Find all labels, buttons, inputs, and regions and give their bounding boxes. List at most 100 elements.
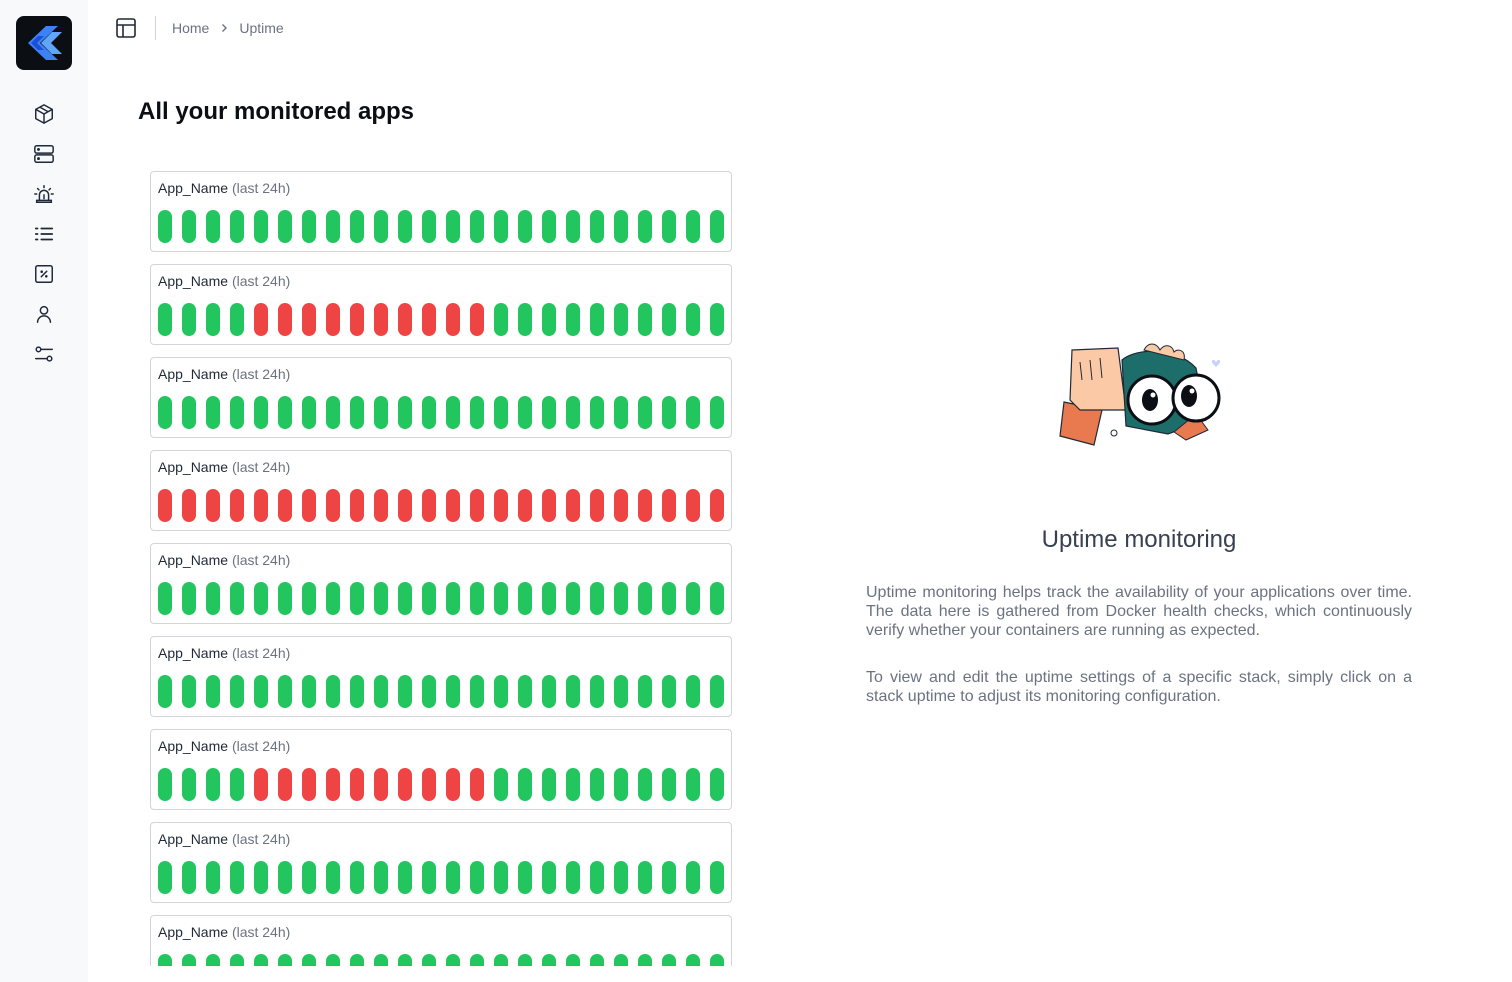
uptime-bar-up [158, 768, 172, 801]
app-uptime-card[interactable]: App_Name (last 24h) [150, 357, 732, 438]
settings-sliders-icon [35, 346, 53, 362]
uptime-bar-up [590, 675, 604, 708]
uptime-bar-up [158, 582, 172, 615]
app-uptime-card[interactable]: App_Name (last 24h) [150, 264, 732, 345]
uptime-bar-up [566, 396, 580, 429]
uptime-bar-down [254, 489, 268, 522]
uptime-bar-up [350, 675, 364, 708]
uptime-bars [158, 489, 724, 522]
uptime-bars [158, 303, 724, 336]
server-icon [34, 145, 54, 163]
uptime-bar-up [542, 303, 556, 336]
uptime-bar-up [206, 861, 220, 894]
sidebar-item-uptime[interactable] [30, 220, 58, 248]
app-uptime-card[interactable]: App_Name (last 24h) [150, 543, 732, 624]
sidebar-item-users[interactable] [30, 300, 58, 328]
sidebar-item-alerts[interactable] [30, 180, 58, 208]
app-uptime-label: App_Name (last 24h) [158, 459, 290, 475]
uptime-bar-up [614, 582, 628, 615]
uptime-bar-up [350, 861, 364, 894]
uptime-bar-up [566, 675, 580, 708]
uptime-bar-up [566, 954, 580, 966]
app-uptime-card[interactable]: App_Name (last 24h) [150, 915, 732, 966]
uptime-bar-up [158, 861, 172, 894]
uptime-bars [158, 582, 724, 615]
uptime-bar-up [662, 396, 676, 429]
uptime-bar-up [302, 396, 316, 429]
uptime-bar-up [158, 396, 172, 429]
uptime-bar-up [686, 210, 700, 243]
uptime-bar-up [422, 396, 436, 429]
uptime-bar-down [470, 303, 484, 336]
uptime-bar-up [590, 861, 604, 894]
uptime-bar-up [590, 396, 604, 429]
uptime-bar-up [710, 396, 724, 429]
app-period: (last 24h) [231, 459, 291, 475]
uptime-bar-up [182, 675, 196, 708]
uptime-bar-up [278, 675, 292, 708]
uptime-bar-up [422, 582, 436, 615]
uptime-bar-down [374, 489, 388, 522]
uptime-bar-up [662, 954, 676, 966]
uptime-bar-up [326, 675, 340, 708]
uptime-bar-up [638, 396, 652, 429]
app-period: (last 24h) [231, 552, 291, 568]
uptime-bar-up [326, 954, 340, 966]
uptime-bar-down [638, 489, 652, 522]
app-uptime-card[interactable]: App_Name (last 24h) [150, 450, 732, 531]
app-uptime-label: App_Name (last 24h) [158, 273, 290, 289]
app-logo[interactable] [16, 16, 72, 70]
uptime-bar-up [374, 675, 388, 708]
app-uptime-card[interactable]: App_Name (last 24h) [150, 729, 732, 810]
uptime-bar-up [542, 582, 556, 615]
app-name: App_Name [158, 738, 229, 754]
uptime-bar-down [230, 489, 244, 522]
uptime-bar-up [566, 210, 580, 243]
uptime-bar-up [494, 396, 508, 429]
app-uptime-card[interactable]: App_Name (last 24h) [150, 822, 732, 903]
uptime-bar-up [278, 210, 292, 243]
app-period: (last 24h) [231, 180, 291, 196]
uptime-bar-up [182, 954, 196, 966]
uptime-bar-down [470, 489, 484, 522]
breadcrumb-current: Uptime [239, 20, 284, 36]
app-uptime-label: App_Name (last 24h) [158, 738, 290, 754]
uptime-bar-up [614, 675, 628, 708]
uptime-bar-up [614, 861, 628, 894]
breadcrumb-home[interactable]: Home [172, 20, 210, 36]
uptime-bar-up [446, 861, 460, 894]
uptime-bar-up [302, 582, 316, 615]
sidebar-item-settings[interactable] [30, 340, 58, 368]
uptime-bar-up [206, 582, 220, 615]
uptime-bar-up [230, 954, 244, 966]
uptime-bar-up [158, 675, 172, 708]
app-uptime-card[interactable]: App_Name (last 24h) [150, 171, 732, 252]
uptime-bar-up [638, 675, 652, 708]
layout-toggle-button[interactable] [114, 16, 138, 40]
uptime-bar-up [494, 210, 508, 243]
uptime-bar-up [614, 768, 628, 801]
uptime-bar-up [686, 582, 700, 615]
uptime-bar-down [374, 303, 388, 336]
uptime-bar-down [350, 768, 364, 801]
uptime-bar-down [158, 489, 172, 522]
app-uptime-card[interactable]: App_Name (last 24h) [150, 636, 732, 717]
uptime-bar-up [398, 582, 412, 615]
app-name: App_Name [158, 924, 229, 940]
uptime-bar-up [566, 861, 580, 894]
uptime-bar-down [302, 303, 316, 336]
sidebar-item-usage[interactable] [30, 260, 58, 288]
uptime-bar-up [686, 954, 700, 966]
sidebar-item-servers[interactable] [30, 140, 58, 168]
uptime-bar-down [302, 768, 316, 801]
uptime-bar-up [278, 582, 292, 615]
sidebar-item-stacks[interactable] [30, 100, 58, 128]
uptime-bar-up [518, 954, 532, 966]
app-name: App_Name [158, 366, 229, 382]
uptime-bar-up [518, 768, 532, 801]
uptime-bar-up [542, 768, 556, 801]
uptime-bar-up [158, 303, 172, 336]
info-paragraph-1: Uptime monitoring helps track the availa… [866, 584, 1412, 639]
uptime-bar-up [206, 396, 220, 429]
uptime-bar-down [350, 489, 364, 522]
